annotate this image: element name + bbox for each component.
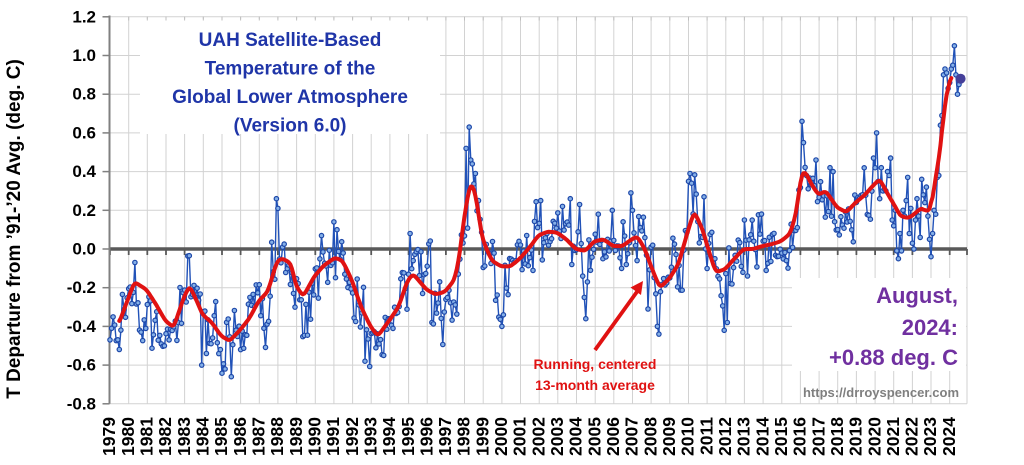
- svg-text:2024:: 2024:: [902, 315, 958, 340]
- svg-text:0.2: 0.2: [72, 201, 96, 220]
- svg-text:2001: 2001: [510, 417, 530, 456]
- svg-text:-0.4: -0.4: [67, 317, 97, 336]
- svg-text:2004: 2004: [566, 417, 586, 456]
- svg-text:1990: 1990: [305, 417, 325, 456]
- svg-text:2007: 2007: [622, 417, 642, 456]
- svg-text:+0.88 deg. C: +0.88 deg. C: [829, 345, 958, 370]
- svg-text:2022: 2022: [902, 417, 922, 456]
- svg-text:https://drroyspencer.com: https://drroyspencer.com: [803, 385, 959, 400]
- svg-text:(Version 6.0): (Version 6.0): [234, 116, 347, 137]
- svg-text:Temperature of the: Temperature of the: [205, 59, 376, 80]
- svg-text:1981: 1981: [137, 417, 157, 456]
- svg-text:1999: 1999: [472, 417, 492, 456]
- svg-text:1995: 1995: [398, 417, 418, 456]
- svg-text:2006: 2006: [603, 417, 623, 456]
- svg-text:UAH Satellite-Based: UAH Satellite-Based: [199, 30, 382, 51]
- svg-text:1983: 1983: [174, 417, 194, 456]
- svg-text:0.8: 0.8: [72, 85, 96, 104]
- svg-text:2018: 2018: [827, 417, 847, 456]
- svg-text:2005: 2005: [584, 417, 604, 456]
- svg-text:T Departure from ’91-’20 Avg.: T Departure from ’91-’20 Avg. (deg. C): [4, 59, 25, 399]
- svg-text:2003: 2003: [547, 417, 567, 456]
- svg-text:2009: 2009: [659, 417, 679, 456]
- svg-text:1.2: 1.2: [72, 7, 96, 26]
- svg-text:2014: 2014: [752, 417, 772, 456]
- svg-text:2010: 2010: [678, 417, 698, 456]
- svg-text:Running, centered: Running, centered: [534, 356, 657, 372]
- svg-text:1.0: 1.0: [72, 46, 96, 65]
- svg-text:0.0: 0.0: [72, 240, 96, 259]
- svg-text:2008: 2008: [640, 417, 660, 456]
- svg-text:1997: 1997: [435, 417, 455, 456]
- svg-text:1982: 1982: [155, 417, 175, 456]
- svg-text:1998: 1998: [454, 417, 474, 456]
- svg-text:1994: 1994: [379, 417, 399, 456]
- svg-text:1987: 1987: [249, 417, 269, 456]
- svg-text:2017: 2017: [808, 417, 828, 456]
- svg-text:2012: 2012: [715, 417, 735, 456]
- svg-text:2013: 2013: [734, 417, 754, 456]
- svg-text:1986: 1986: [230, 417, 250, 456]
- svg-text:2015: 2015: [771, 417, 791, 456]
- svg-text:2002: 2002: [528, 417, 548, 456]
- svg-text:August,: August,: [876, 283, 958, 308]
- svg-text:Global Lower Atmosphere: Global Lower Atmosphere: [172, 87, 408, 108]
- svg-text:2021: 2021: [883, 417, 903, 456]
- svg-text:-0.6: -0.6: [67, 356, 96, 375]
- svg-text:-0.8: -0.8: [67, 394, 96, 413]
- svg-text:-0.2: -0.2: [67, 278, 96, 297]
- svg-text:13-month average: 13-month average: [535, 377, 655, 393]
- svg-text:1980: 1980: [118, 417, 138, 456]
- svg-text:2019: 2019: [846, 417, 866, 456]
- svg-text:0.6: 0.6: [72, 123, 96, 142]
- svg-text:1979: 1979: [99, 417, 119, 456]
- svg-text:1989: 1989: [286, 417, 306, 456]
- svg-text:1988: 1988: [267, 417, 287, 456]
- svg-text:2016: 2016: [790, 417, 810, 456]
- svg-text:2011: 2011: [696, 417, 716, 455]
- svg-text:2023: 2023: [920, 417, 940, 456]
- svg-text:1984: 1984: [193, 417, 213, 456]
- svg-text:1985: 1985: [211, 417, 231, 456]
- svg-text:1991: 1991: [323, 417, 343, 456]
- svg-text:2020: 2020: [864, 417, 884, 456]
- svg-text:1992: 1992: [342, 417, 362, 456]
- svg-text:1996: 1996: [416, 417, 436, 456]
- svg-text:2024: 2024: [939, 417, 959, 456]
- svg-text:0.4: 0.4: [72, 162, 96, 181]
- svg-text:2000: 2000: [491, 417, 511, 456]
- svg-text:1993: 1993: [360, 417, 380, 456]
